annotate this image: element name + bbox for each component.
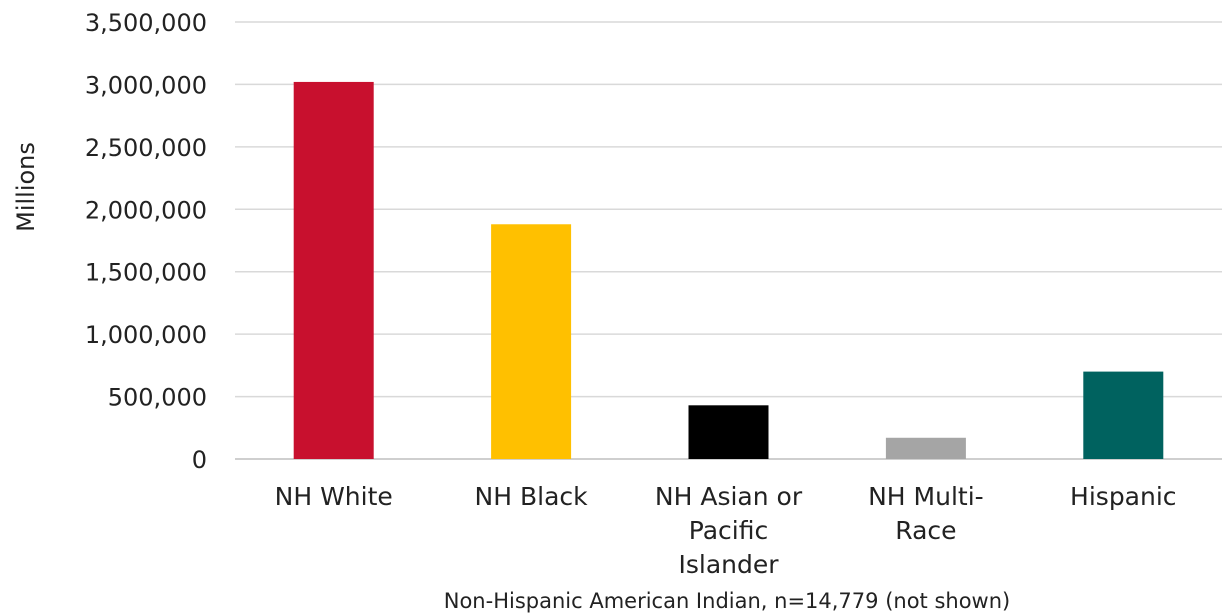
y-tick-label: 1,500,000 (85, 259, 207, 287)
x-category-label-line: NH Asian or (655, 482, 803, 511)
x-category-label-line: Pacific (689, 516, 768, 545)
x-category-label: NH Asian or Pacific Islander (655, 482, 803, 579)
x-category-label-line: Race (895, 516, 956, 545)
y-tick-label: 3,500,000 (85, 9, 207, 37)
y-tick-label: 0 (192, 446, 207, 474)
x-category-label-line: Hispanic (1070, 482, 1177, 511)
y-tick-label: 2,000,000 (85, 196, 207, 224)
x-category-label: NH White (275, 482, 393, 511)
x-axis-labels: NH White NH Black NH Asian or Pacific Island… (275, 482, 1177, 579)
bar (1083, 371, 1164, 459)
x-category-label: Hispanic (1070, 482, 1177, 511)
bar (688, 405, 769, 459)
bar (885, 437, 966, 459)
bar (491, 224, 572, 459)
x-category-label-line: NH Black (475, 482, 589, 511)
chart-footnote: Non-Hispanic American Indian, n=14,779 (… (444, 589, 1010, 613)
x-category-label: NH Multi- Race (868, 482, 984, 545)
bars (293, 81, 1164, 459)
x-category-label-line: NH White (275, 482, 393, 511)
bar (293, 81, 374, 459)
y-tick-label: 2,500,000 (85, 134, 207, 162)
y-tick-label: 1,000,000 (85, 321, 207, 349)
x-category-label: NH Black (475, 482, 589, 511)
x-category-label-line: Islander (678, 550, 779, 579)
y-tick-label: 3,000,000 (85, 71, 207, 99)
y-axis-ticks: 0 500,000 1,000,000 1,500,000 2,000,000 2,500… (85, 9, 207, 474)
x-category-label-line: NH Multi- (868, 482, 984, 511)
y-tick-label: 500,000 (108, 384, 207, 412)
gridlines (235, 21, 1222, 460)
y-axis-title: Millions (12, 142, 40, 232)
